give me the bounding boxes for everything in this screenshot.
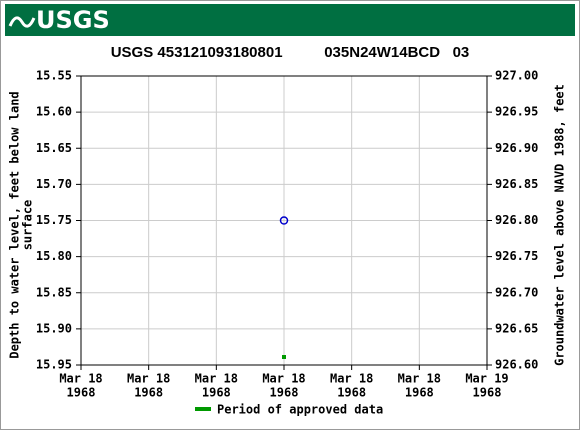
x-tick-label: 1968 <box>134 386 163 400</box>
y2-tick-label: 926.65 <box>495 321 538 335</box>
header-band <box>5 4 575 36</box>
x-tick-label: Mar 18 <box>195 372 238 386</box>
data-point <box>279 216 289 225</box>
y2-tick-label: 926.60 <box>495 358 538 372</box>
y2-tick-label: 926.80 <box>495 213 538 227</box>
y-tick-label: 15.55 <box>36 69 72 83</box>
plot-border <box>80 75 488 366</box>
chart-title: USGS 453121093180801 035N24W14BCD 03 <box>111 44 470 61</box>
x-tick-label: Mar 18 <box>127 372 170 386</box>
y2-tick-label: 926.90 <box>495 141 538 155</box>
x-tick-label: 1968 <box>270 386 299 400</box>
logo-icon <box>8 16 36 28</box>
y-tick-label: 15.75 <box>36 213 72 227</box>
x-tick-label: 1968 <box>473 386 502 400</box>
y2-tick-label: 926.75 <box>495 249 538 263</box>
x-tick-label: 1968 <box>202 386 231 400</box>
y2-tick-label: 926.95 <box>495 105 538 119</box>
x-tick-label: 1968 <box>67 386 96 400</box>
y2-tick-label: 927.00 <box>495 69 538 83</box>
y-tick-label: 15.60 <box>36 105 72 119</box>
y2-tick-label: 926.70 <box>495 285 538 299</box>
approved-period <box>282 355 286 359</box>
x-tick-label: 1968 <box>337 386 366 400</box>
y-tick-label: 15.65 <box>36 141 72 155</box>
logo: USGS <box>36 6 110 34</box>
x-tick-label: Mar 18 <box>262 372 305 386</box>
legend-label: Period of approved data <box>217 403 383 417</box>
x-tick-label: Mar 18 <box>59 372 102 386</box>
y-tick-label: 15.95 <box>36 358 72 372</box>
y2-tick-label: 926.85 <box>495 177 538 191</box>
y-axis-label: Depth to water level, feet below land <box>8 91 22 358</box>
x-tick-label: Mar 19 <box>465 372 508 386</box>
y-tick-label: 15.80 <box>36 249 72 263</box>
x-tick-label: Mar 18 <box>330 372 373 386</box>
y-tick-label: 15.90 <box>36 321 72 335</box>
x-tick-label: 1968 <box>405 386 434 400</box>
y-tick-label: 15.85 <box>36 285 72 299</box>
y2-axis-label: Groundwater level above NAVD 1988, feet <box>553 84 567 366</box>
y-tick-label: 15.70 <box>36 177 72 191</box>
x-tick-label: Mar 18 <box>398 372 441 386</box>
y-axis-label: surface <box>21 200 35 251</box>
